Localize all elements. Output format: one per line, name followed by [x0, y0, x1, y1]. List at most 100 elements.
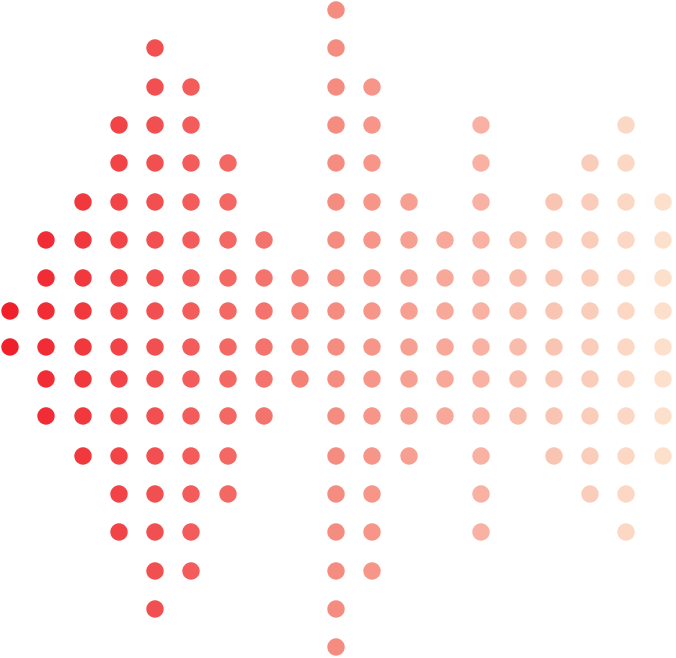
dot	[291, 370, 309, 388]
dot	[110, 407, 128, 425]
dot	[146, 370, 164, 388]
dot	[255, 370, 273, 388]
dot	[617, 447, 635, 465]
dot	[436, 269, 454, 287]
dot	[545, 370, 563, 388]
dot	[1, 302, 19, 320]
dot	[545, 302, 563, 320]
dot	[581, 370, 599, 388]
dot	[219, 154, 237, 172]
dot	[146, 116, 164, 134]
dot	[74, 407, 92, 425]
dot	[110, 338, 128, 356]
dot	[363, 231, 381, 249]
dot	[182, 116, 200, 134]
dot-column	[400, 193, 418, 465]
dot	[182, 78, 200, 96]
dot	[436, 370, 454, 388]
dot	[327, 302, 345, 320]
dot-column	[291, 269, 309, 388]
dot	[472, 447, 490, 465]
dot	[327, 154, 345, 172]
dot	[617, 154, 635, 172]
dot	[545, 193, 563, 211]
dot	[363, 338, 381, 356]
dot	[110, 116, 128, 134]
dot	[363, 193, 381, 211]
dot	[400, 193, 418, 211]
dot	[581, 447, 599, 465]
dot	[219, 370, 237, 388]
dot	[291, 338, 309, 356]
dot-column	[509, 231, 527, 425]
dot	[472, 116, 490, 134]
dot	[400, 407, 418, 425]
dot	[509, 370, 527, 388]
dot	[509, 269, 527, 287]
dot	[327, 447, 345, 465]
dot	[363, 523, 381, 541]
dot-column	[74, 193, 92, 465]
dot-column	[327, 1, 345, 656]
dot-column	[436, 231, 454, 425]
dot	[472, 523, 490, 541]
dot	[146, 193, 164, 211]
dot	[472, 485, 490, 503]
dot	[509, 407, 527, 425]
dot	[617, 338, 635, 356]
dot	[110, 269, 128, 287]
dot	[146, 154, 164, 172]
dot	[146, 600, 164, 618]
dot	[581, 407, 599, 425]
dot-column	[581, 154, 599, 503]
dot	[182, 269, 200, 287]
dot-column	[545, 193, 563, 465]
dot	[509, 302, 527, 320]
dot	[327, 562, 345, 580]
dot	[327, 116, 345, 134]
dot	[436, 407, 454, 425]
dot	[146, 39, 164, 57]
dot	[219, 338, 237, 356]
dot	[581, 338, 599, 356]
dot	[219, 485, 237, 503]
dot	[110, 447, 128, 465]
dot	[146, 269, 164, 287]
dot-column	[110, 116, 128, 541]
dot-column	[255, 231, 273, 425]
dot	[472, 302, 490, 320]
dot	[146, 338, 164, 356]
dot	[219, 447, 237, 465]
dot	[327, 269, 345, 287]
dot	[617, 370, 635, 388]
dot	[654, 193, 672, 211]
dot	[255, 269, 273, 287]
dot	[472, 370, 490, 388]
dot	[654, 231, 672, 249]
dot	[363, 447, 381, 465]
dot	[581, 269, 599, 287]
dot	[182, 338, 200, 356]
dot	[327, 338, 345, 356]
dot	[327, 638, 345, 656]
dot	[363, 485, 381, 503]
dot	[327, 407, 345, 425]
dot	[617, 523, 635, 541]
dot	[74, 370, 92, 388]
dot	[327, 231, 345, 249]
dot	[146, 562, 164, 580]
dot	[110, 231, 128, 249]
dot	[363, 370, 381, 388]
dot	[327, 600, 345, 618]
dot	[436, 302, 454, 320]
dot	[472, 338, 490, 356]
dot	[146, 231, 164, 249]
dot	[509, 338, 527, 356]
dot	[146, 78, 164, 96]
dot	[37, 370, 55, 388]
dot	[617, 269, 635, 287]
dot	[363, 269, 381, 287]
dot	[617, 116, 635, 134]
dot	[219, 231, 237, 249]
